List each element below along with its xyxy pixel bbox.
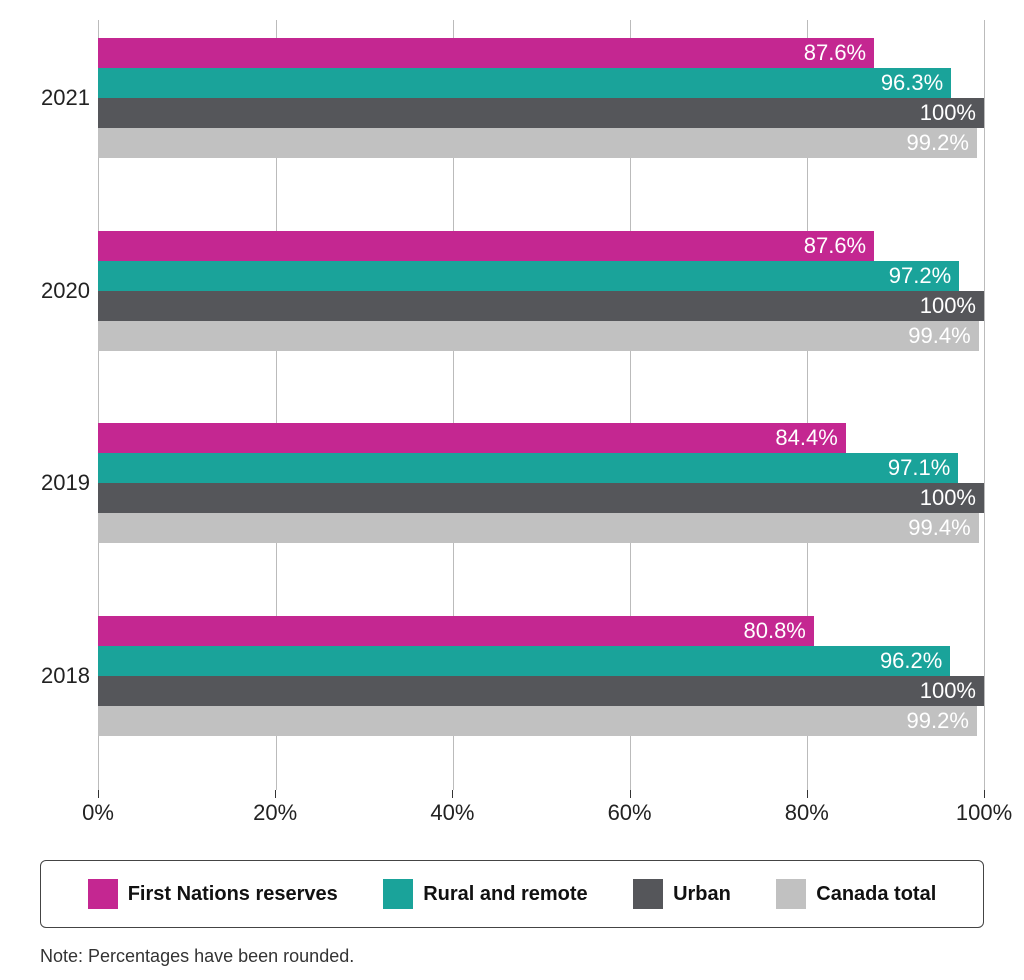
x-tick-label: 40% [430,800,474,826]
bar-canada_total: 99.2% [98,128,977,158]
x-tick [984,790,985,798]
bar-first_nations: 80.8% [98,616,814,646]
year-label: 2018 [40,663,90,689]
bar-rural_remote: 97.1% [98,453,958,483]
bar-urban: 100% [98,676,984,706]
grid-line [984,20,985,790]
x-tick [807,790,808,798]
bar-urban: 100% [98,483,984,513]
bar-urban: 100% [98,291,984,321]
year-label: 2020 [40,278,90,304]
bar-urban: 100% [98,98,984,128]
bar-first_nations: 87.6% [98,38,874,68]
bar-rural_remote: 97.2% [98,261,959,291]
bar-canada_total: 99.4% [98,513,979,543]
bar-rural_remote: 96.2% [98,646,950,676]
footnote: Note: Percentages have been rounded. [40,946,984,967]
x-tick-label: 100% [956,800,1012,826]
bar-canada_total: 99.4% [98,321,979,351]
x-tick [275,790,276,798]
year-group: 202087.6%97.2%100%99.4% [98,213,984,406]
plot-area: 202187.6%96.3%100%99.2%202087.6%97.2%100… [98,20,984,790]
legend-item-urban: Urban [633,879,731,909]
x-tick-label: 20% [253,800,297,826]
legend-swatch [776,879,806,909]
bar-first_nations: 87.6% [98,231,874,261]
x-tick [452,790,453,798]
legend-item-rural_remote: Rural and remote [383,879,587,909]
bar-first_nations: 84.4% [98,423,846,453]
year-group: 201984.4%97.1%100%99.4% [98,405,984,598]
chart-container: 202187.6%96.3%100%99.2%202087.6%97.2%100… [0,0,1024,830]
year-group: 202187.6%96.3%100%99.2% [98,20,984,213]
legend-item-canada_total: Canada total [776,879,936,909]
x-tick-label: 0% [82,800,114,826]
legend-swatch [383,879,413,909]
legend-label: Urban [673,883,731,906]
legend-label: Rural and remote [423,883,587,906]
bar-canada_total: 99.2% [98,706,977,736]
legend-swatch [88,879,118,909]
legend-swatch [633,879,663,909]
bar-rural_remote: 96.3% [98,68,951,98]
x-axis: 0%20%40%60%80%100% [98,790,984,830]
year-label: 2021 [40,85,90,111]
year-label: 2019 [40,470,90,496]
x-tick [630,790,631,798]
x-tick-label: 60% [608,800,652,826]
x-tick [98,790,99,798]
year-group: 201880.8%96.2%100%99.2% [98,598,984,791]
legend-label: Canada total [816,883,936,906]
legend-label: First Nations reserves [128,883,338,906]
x-tick-label: 80% [785,800,829,826]
legend-item-first_nations: First Nations reserves [88,879,338,909]
legend: First Nations reserves Rural and remote Ur… [40,860,984,928]
